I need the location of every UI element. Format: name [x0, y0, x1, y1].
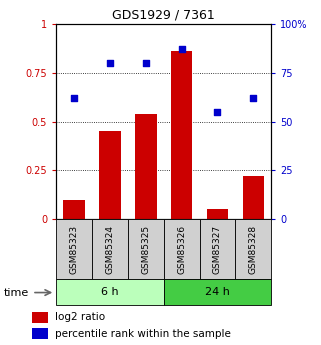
Text: GSM85324: GSM85324	[105, 225, 115, 274]
Bar	[128, 219, 164, 279]
Text: percentile rank within the sample: percentile rank within the sample	[55, 329, 230, 339]
Bar	[135, 114, 157, 219]
Bar	[164, 279, 271, 305]
Text: log2 ratio: log2 ratio	[55, 312, 105, 322]
Bar	[171, 51, 192, 219]
Text: GSM85326: GSM85326	[177, 225, 186, 274]
Bar	[164, 219, 200, 279]
Point	[179, 47, 184, 52]
Text: GSM85323: GSM85323	[70, 225, 79, 274]
Bar	[63, 199, 85, 219]
Bar	[99, 131, 121, 219]
Point	[107, 60, 112, 66]
Point	[215, 109, 220, 115]
Text: 24 h: 24 h	[205, 287, 230, 297]
Text: time: time	[4, 288, 29, 297]
Text: GSM85327: GSM85327	[213, 225, 222, 274]
Bar	[56, 219, 92, 279]
Bar	[235, 219, 271, 279]
Bar	[207, 209, 228, 219]
Text: 6 h: 6 h	[101, 287, 119, 297]
Title: GDS1929 / 7361: GDS1929 / 7361	[112, 9, 215, 22]
Point	[72, 96, 77, 101]
Bar	[56, 279, 164, 305]
Text: GSM85325: GSM85325	[141, 225, 150, 274]
Bar	[32, 312, 48, 323]
Point	[143, 60, 148, 66]
Bar	[92, 219, 128, 279]
Bar	[243, 176, 264, 219]
Point	[251, 96, 256, 101]
Text: GSM85328: GSM85328	[249, 225, 258, 274]
Bar	[200, 219, 235, 279]
Bar	[32, 328, 48, 339]
